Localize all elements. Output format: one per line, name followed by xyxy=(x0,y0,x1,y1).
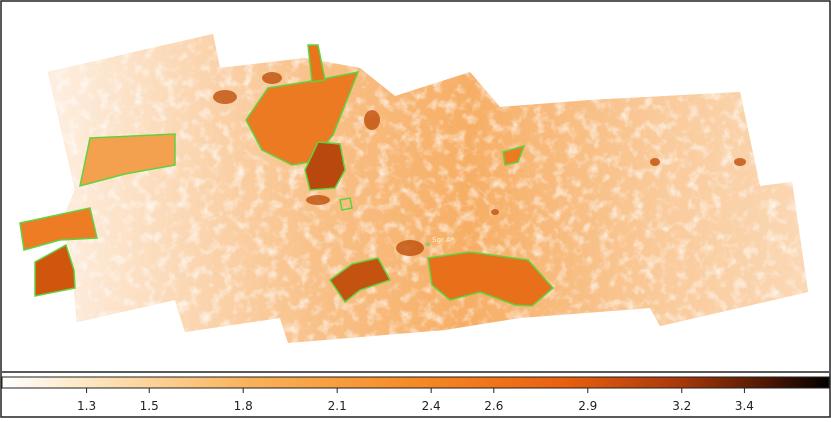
colorbar-tick-label: 2.4 xyxy=(422,399,441,413)
colorbar-tick-label: 3.2 xyxy=(672,399,691,413)
colorbar-ticks: 1.3 1.5 1.8 2.1 2.4 2.6 2.9 3.2 3.4 xyxy=(77,388,754,413)
colorbar-tick-label: 1.5 xyxy=(140,399,159,413)
colorbar xyxy=(1,376,830,389)
regions xyxy=(19,44,555,307)
colorbar-tick-label: 1.3 xyxy=(77,399,96,413)
colorbar-tick-label: 3.4 xyxy=(735,399,754,413)
star-marker: * xyxy=(425,240,431,253)
colorbar-tick-label: 2.6 xyxy=(484,399,503,413)
colorbar-tick-label: 2.9 xyxy=(578,399,597,413)
source-marker: * Sgr A* xyxy=(425,236,455,253)
source-label: Sgr A* xyxy=(432,236,455,244)
dense-clumps xyxy=(213,72,746,256)
colorbar-tick-label: 1.8 xyxy=(234,399,253,413)
colorbar-tick-label: 2.1 xyxy=(328,399,347,413)
